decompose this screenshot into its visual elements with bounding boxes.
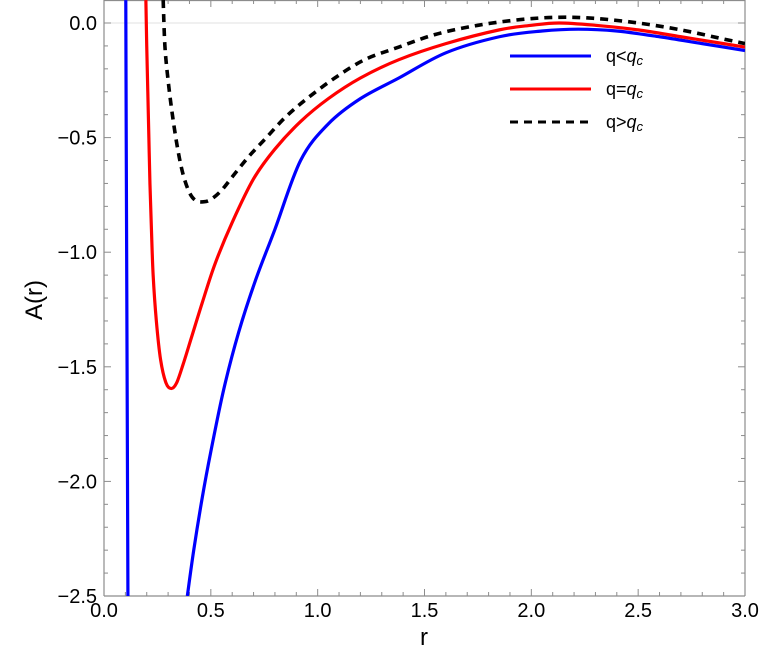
x-tick-label: 3.0 <box>731 600 759 622</box>
legend: q<qc q=qc q>qc <box>510 46 644 134</box>
x-tick-label: 1.0 <box>304 600 332 622</box>
legend-label: q>qc <box>606 112 644 134</box>
legend-label: q=qc <box>606 79 644 101</box>
y-tick-label: −2.5 <box>58 586 97 608</box>
y-tick-label: −1.5 <box>58 357 97 379</box>
series-line <box>144 0 745 391</box>
y-tick-label: −0.5 <box>58 128 97 150</box>
y-axis-title: A(r) <box>21 280 48 320</box>
legend-item: q<qc <box>510 46 644 68</box>
series-line <box>124 0 130 596</box>
legend-item: q=qc <box>510 79 644 101</box>
x-tick-label: 1.5 <box>411 600 439 622</box>
x-axis-ticks: 0.0 0.5 1.0 1.5 2.0 2.5 3.0 <box>90 0 759 622</box>
y-axis-ticks: 0.0 −0.5 −1.0 −1.5 −2.0 −2.5 <box>58 0 745 608</box>
y-tick-label: 0.0 <box>69 13 97 35</box>
series-q-less-qc <box>124 0 745 596</box>
legend-item: q>qc <box>510 112 644 134</box>
x-tick-label: 0.0 <box>90 600 118 622</box>
series-line <box>185 27 745 596</box>
x-axis-title: r <box>420 624 428 651</box>
y-tick-label: −2.0 <box>58 471 97 493</box>
plot-area <box>124 0 745 596</box>
series-q-greater-qc <box>161 0 745 204</box>
legend-label: q<qc <box>606 46 644 68</box>
x-tick-label: 0.5 <box>197 600 225 622</box>
x-tick-label: 2.0 <box>517 600 545 622</box>
series-line <box>161 0 745 204</box>
x-tick-label: 2.5 <box>624 600 652 622</box>
series-layer <box>124 0 745 596</box>
y-tick-label: −1.0 <box>58 242 97 264</box>
series-q-equal-qc <box>144 0 745 391</box>
